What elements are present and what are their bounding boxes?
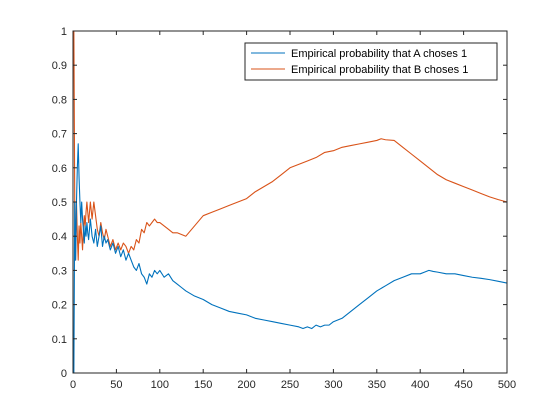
legend: Empirical probability that A choses 1 Em…: [244, 42, 498, 81]
legend-label-a: Empirical probability that A choses 1: [291, 48, 467, 60]
x-tick-label: 0: [70, 379, 76, 391]
series-layer: [73, 30, 508, 374]
y-tick-label: 0.5: [52, 197, 67, 209]
y-tick-label: 0.2: [52, 300, 67, 312]
series-line-a: [73, 143, 508, 374]
legend-label-b: Empirical probability that B choses 1: [291, 64, 468, 76]
y-tick-label: 0.1: [52, 334, 67, 346]
x-tick-label: 250: [281, 379, 299, 391]
plot-area: [73, 31, 507, 373]
legend-box: [244, 42, 498, 81]
axes-layer: 0 50 100 150 200 250 300 350 400 450 500 0 0.1 0.2 0.3…: [52, 26, 516, 391]
x-tick-label: 100: [151, 379, 169, 391]
x-tick-label: 400: [411, 379, 429, 391]
x-tick-label: 200: [237, 379, 255, 391]
x-tick-label: 50: [110, 379, 122, 391]
y-tick-label: 0.6: [52, 163, 67, 175]
y-tick-label: 0.8: [52, 94, 67, 106]
y-tick-label: 0: [61, 368, 67, 380]
x-tick-label: 150: [194, 379, 212, 391]
x-tick-label: 350: [368, 379, 386, 391]
x-tick-label: 300: [324, 379, 342, 391]
y-tick-label: 0.4: [52, 231, 67, 243]
y-tick-label: 0.3: [52, 265, 67, 277]
series-line-b: [73, 30, 508, 261]
y-tick-label: 0.7: [52, 129, 67, 141]
x-tick-label: 450: [454, 379, 472, 391]
x-tick-label: 500: [498, 379, 516, 391]
y-tick-label: 0.9: [52, 60, 67, 72]
y-tick-label: 1: [61, 26, 67, 38]
